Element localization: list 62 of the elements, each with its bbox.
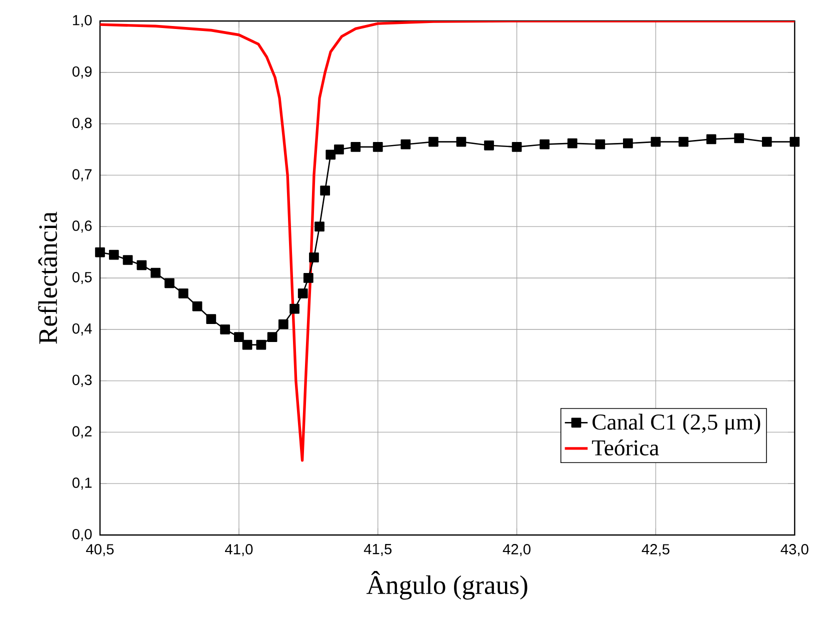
point bbox=[326, 150, 336, 160]
point bbox=[164, 278, 174, 288]
point bbox=[278, 319, 288, 330]
y-tick-label: 0,2 bbox=[72, 426, 92, 438]
point bbox=[242, 340, 252, 350]
point bbox=[428, 136, 438, 147]
point bbox=[762, 136, 772, 147]
y-tick-label: 0,3 bbox=[72, 374, 92, 387]
point bbox=[734, 133, 744, 144]
x-tick-label: 42,0 bbox=[502, 544, 530, 556]
point bbox=[706, 134, 716, 144]
line-series bbox=[100, 20, 795, 462]
x-tick-label: 41,5 bbox=[364, 544, 392, 556]
y-tick-label: 0,6 bbox=[72, 220, 92, 233]
x-axis-title: Ângulo (graus) bbox=[366, 570, 528, 600]
point bbox=[540, 139, 550, 150]
y-tick-label: 0,9 bbox=[72, 66, 92, 78]
y-tick-label: 0,8 bbox=[72, 118, 92, 130]
point bbox=[350, 142, 361, 152]
point bbox=[314, 222, 324, 232]
y-tick-label: 0,5 bbox=[72, 272, 92, 284]
y-tick-label: 0,4 bbox=[72, 323, 92, 336]
point bbox=[309, 252, 319, 262]
point bbox=[334, 144, 344, 154]
point bbox=[372, 142, 383, 152]
legend-label: Teórica bbox=[592, 440, 659, 456]
point bbox=[650, 136, 661, 147]
point bbox=[108, 250, 119, 260]
point bbox=[790, 136, 800, 147]
point bbox=[267, 332, 278, 342]
point bbox=[595, 139, 606, 150]
point bbox=[256, 340, 266, 350]
point bbox=[623, 138, 633, 148]
y-tick-label: 0,7 bbox=[72, 169, 92, 182]
point bbox=[567, 138, 578, 148]
point bbox=[150, 268, 161, 278]
point bbox=[303, 273, 314, 283]
point bbox=[456, 136, 466, 147]
point bbox=[234, 332, 244, 342]
y-tick-label: 0,0 bbox=[72, 528, 92, 542]
point bbox=[95, 247, 105, 258]
point bbox=[192, 301, 202, 312]
point bbox=[512, 142, 522, 152]
x-tick-label: 40,5 bbox=[86, 544, 114, 556]
y-axis-title: Reflectância bbox=[38, 212, 58, 344]
point bbox=[178, 288, 188, 298]
y-tick-label: 1,0 bbox=[73, 14, 92, 28]
point bbox=[290, 304, 300, 314]
point bbox=[122, 255, 133, 265]
x-tick-label: 41,0 bbox=[225, 544, 253, 556]
x-tick-label: 43,0 bbox=[780, 544, 808, 556]
point bbox=[320, 186, 330, 196]
point bbox=[484, 140, 494, 150]
point bbox=[400, 139, 411, 150]
x-tick-label: 42,5 bbox=[642, 544, 670, 556]
point bbox=[678, 136, 688, 147]
point bbox=[220, 324, 230, 334]
point bbox=[298, 288, 308, 298]
y-tick-label: 0,1 bbox=[72, 478, 92, 490]
point bbox=[136, 260, 147, 270]
legend-label: Canal C1 (2,5 μm) bbox=[592, 414, 760, 434]
point bbox=[206, 314, 216, 324]
